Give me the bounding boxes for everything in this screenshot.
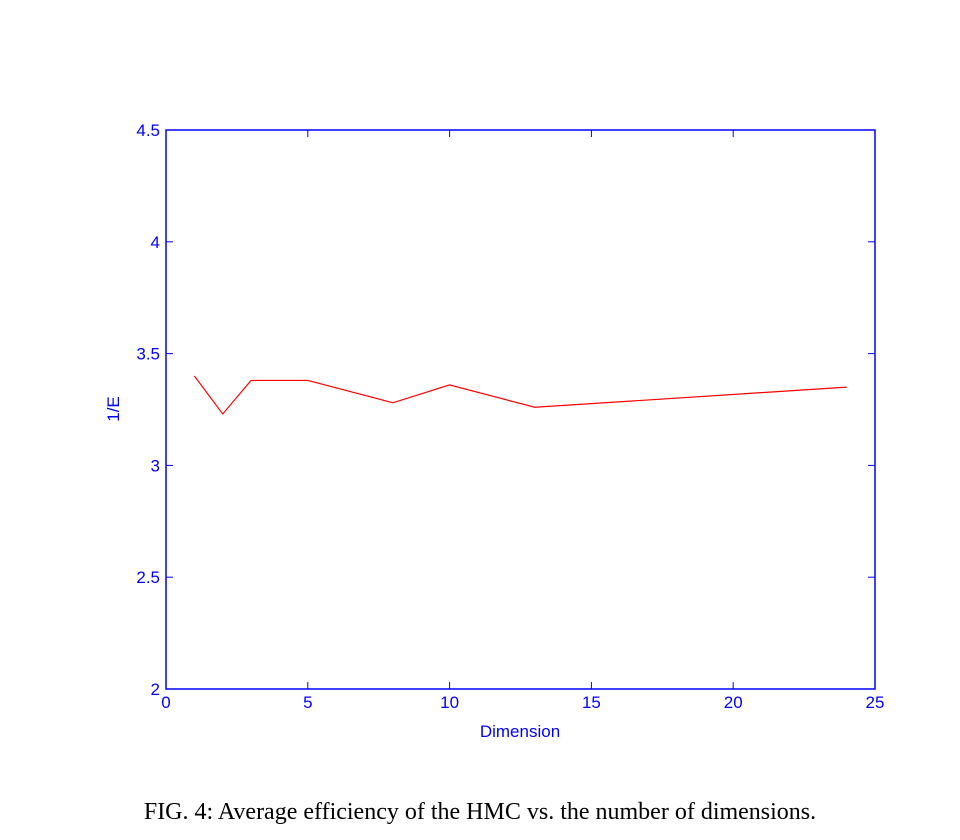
y-tick-label: 3.5 (136, 345, 160, 364)
y-tick-label: 2 (151, 680, 160, 699)
x-tick-label: 0 (161, 693, 170, 712)
y-tick-label: 2.5 (136, 568, 160, 587)
series-group (193, 375, 847, 415)
series-line (193, 375, 847, 415)
axis-ticks: 0 5 10 15 20 25 2 2.5 3 3.5 4 4.5 (136, 121, 884, 712)
y-axis-label: 1/E (104, 396, 123, 422)
x-tick-label: 25 (866, 693, 885, 712)
x-tick-label: 15 (582, 693, 601, 712)
y-tick-label: 4.5 (136, 121, 160, 140)
chart-figure: 0 5 10 15 20 25 2 2.5 3 3.5 4 4.5 Dimension 1/E (104, 121, 884, 741)
x-axis-label: Dimension (480, 722, 560, 741)
x-tick-label: 20 (724, 693, 743, 712)
y-tick-label: 3 (151, 456, 160, 475)
figure-caption: FIG. 4: Average efficiency of the HMC vs… (143, 799, 817, 825)
x-tick-label: 5 (303, 693, 312, 712)
plot-area (165, 129, 876, 690)
x-tick-label: 10 (440, 693, 459, 712)
y-tick-label: 4 (151, 233, 160, 252)
